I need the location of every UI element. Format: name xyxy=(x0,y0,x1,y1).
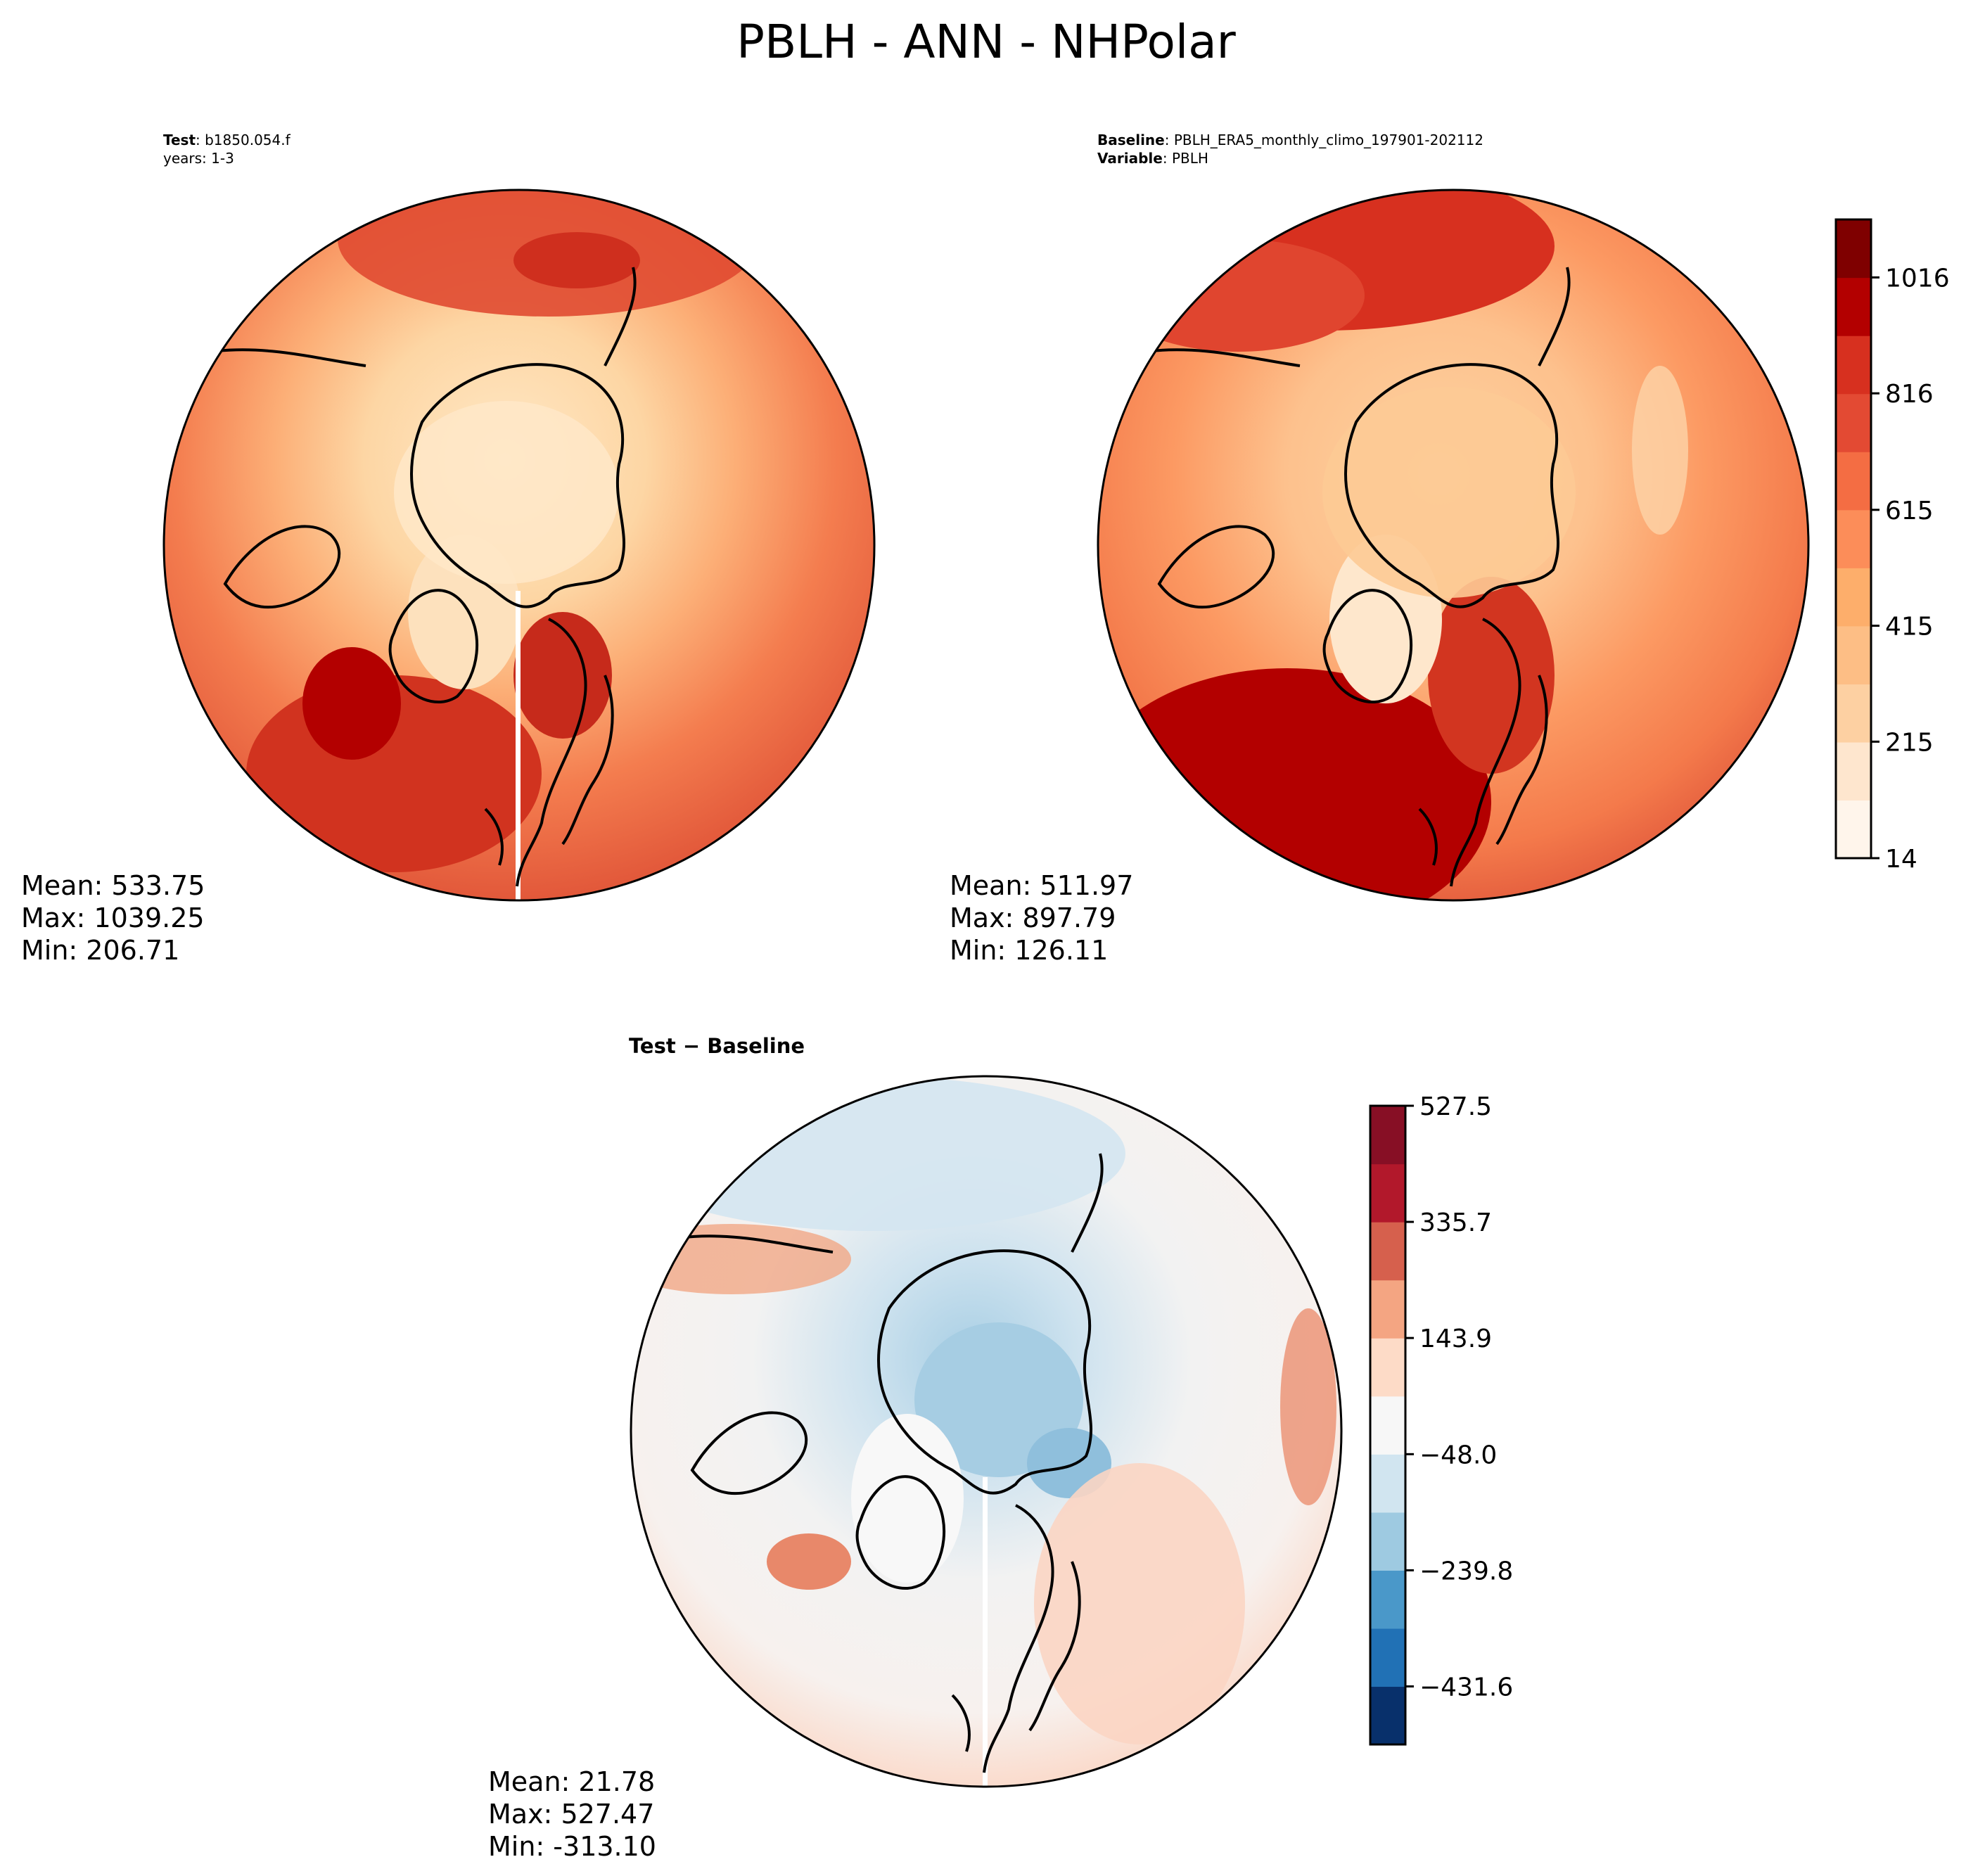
colorbar-absolute-tick-label-4: 816 xyxy=(1885,380,1934,409)
colorbar-absolute-swatch-2 xyxy=(1836,684,1871,743)
panel-test-label-value: : b1850.054.f xyxy=(196,132,291,148)
panel-baseline-variable-bold: Variable xyxy=(1097,150,1163,167)
colorbar-difference-swatch-9 xyxy=(1370,1163,1405,1223)
figure-title: PBLH - ANN - NHPolar xyxy=(736,15,1237,69)
colorbar-absolute-swatch-6 xyxy=(1836,452,1871,511)
map-baseline-field xyxy=(1098,190,1808,900)
map-baseline-boundary xyxy=(1097,189,1810,902)
colorbar-absolute-swatch-7 xyxy=(1836,393,1871,452)
colorbar-absolute-tick-label-3: 615 xyxy=(1885,497,1934,525)
colorbar-difference-frame xyxy=(1369,1104,1407,1746)
colorbar-difference-tick-label-3: −48.0 xyxy=(1419,1441,1497,1469)
panel-baseline-mean: Mean: 511.97 xyxy=(950,870,1133,901)
panel-diff-min: Min: -313.10 xyxy=(488,1831,656,1862)
colorbar-absolute-tick-label-1: 215 xyxy=(1885,728,1934,757)
panel-diff-max: Max: 527.47 xyxy=(488,1799,654,1830)
panel-test-years: years: 1-3 xyxy=(163,150,234,167)
map-test-boundary xyxy=(162,189,876,902)
panel-baseline-variable: Variable: PBLH xyxy=(1097,150,1208,167)
colorbar-absolute-tick-label-5: 1016 xyxy=(1885,264,1950,293)
colorbar-difference-swatch-3 xyxy=(1370,1512,1405,1571)
colorbar-absolute-swatch-8 xyxy=(1836,336,1871,395)
panel-baseline-label: Baseline: PBLH_ERA5_monthly_climo_197901… xyxy=(1097,132,1483,148)
colorbar-absolute-tick-label-0: 14 xyxy=(1885,845,1917,874)
colorbar-absolute-swatch-9 xyxy=(1836,277,1871,336)
colorbar-absolute-swatch-5 xyxy=(1836,509,1871,568)
colorbar-difference-swatch-0 xyxy=(1370,1686,1405,1745)
panel-diff-label: Test − Baseline xyxy=(629,1034,805,1058)
panel-baseline: Baseline: PBLH_ERA5_monthly_climo_197901… xyxy=(950,132,1950,966)
map-test-field xyxy=(164,190,874,900)
colorbar-difference-swatch-10 xyxy=(1370,1106,1405,1165)
panel-baseline-label-bold: Baseline xyxy=(1097,132,1165,148)
panel-test-max: Max: 1039.25 xyxy=(21,902,205,933)
panel-test: Test: b1850.054.f years: 1-3 Mean: 533.7… xyxy=(21,132,876,966)
panel-baseline-max: Max: 897.79 xyxy=(950,902,1116,933)
colorbar-absolute-swatch-0 xyxy=(1836,800,1871,859)
colorbar-difference-swatch-7 xyxy=(1370,1280,1405,1339)
colorbar-absolute-tick-label-2: 415 xyxy=(1885,613,1934,642)
colorbar-absolute-swatch-1 xyxy=(1836,741,1871,801)
colorbar-difference-tick-label-0: 527.5 xyxy=(1419,1092,1492,1121)
colorbar-difference-swatch-1 xyxy=(1370,1628,1405,1687)
panel-test-mean: Mean: 533.75 xyxy=(21,870,205,901)
map-diff-boundary xyxy=(630,1075,1343,1788)
panel-test-label-bold: Test xyxy=(163,132,196,148)
panel-diff: Test − Baseline Mean: 21.78 Max: 527.47 xyxy=(488,1034,1513,1862)
colorbar-difference: 527.5 335.7 143.9 −48.0 −239.8 −431.6 xyxy=(1369,1092,1513,1746)
colorbar-difference-swatch-4 xyxy=(1370,1454,1405,1513)
panel-baseline-label-value: : PBLH_ERA5_monthly_climo_197901-202112 xyxy=(1165,132,1483,148)
colorbar-difference-swatch-8 xyxy=(1370,1222,1405,1281)
panel-diff-mean: Mean: 21.78 xyxy=(488,1766,655,1797)
colorbar-absolute-swatch-3 xyxy=(1836,625,1871,684)
colorbar-difference-tick-label-2: 143.9 xyxy=(1419,1325,1492,1353)
colorbar-absolute-swatch-10 xyxy=(1836,219,1871,279)
colorbar-absolute-swatch-4 xyxy=(1836,568,1871,627)
colorbar-difference-swatch-6 xyxy=(1370,1338,1405,1397)
map-test-coastlines xyxy=(210,267,637,887)
colorbar-difference-tick-label-1: 335.7 xyxy=(1419,1208,1492,1237)
colorbar-difference-tick-label-4: −239.8 xyxy=(1419,1557,1513,1585)
colorbar-difference-swatch-5 xyxy=(1370,1396,1405,1455)
panel-test-min: Min: 206.71 xyxy=(21,935,179,966)
colorbar-difference-swatch-2 xyxy=(1370,1570,1405,1629)
panel-baseline-min: Min: 126.11 xyxy=(950,935,1108,966)
colorbar-absolute: 14 215 415 615 816 1016 xyxy=(1834,218,1950,874)
colorbar-difference-tick-label-5: −431.6 xyxy=(1419,1673,1513,1702)
map-diff-coastlines xyxy=(677,1153,1104,1773)
map-baseline-coastlines xyxy=(1144,267,1571,887)
panel-baseline-variable-value: : PBLH xyxy=(1163,150,1208,167)
colorbar-absolute-frame xyxy=(1834,218,1872,860)
panel-test-label: Test: b1850.054.f xyxy=(163,132,291,148)
